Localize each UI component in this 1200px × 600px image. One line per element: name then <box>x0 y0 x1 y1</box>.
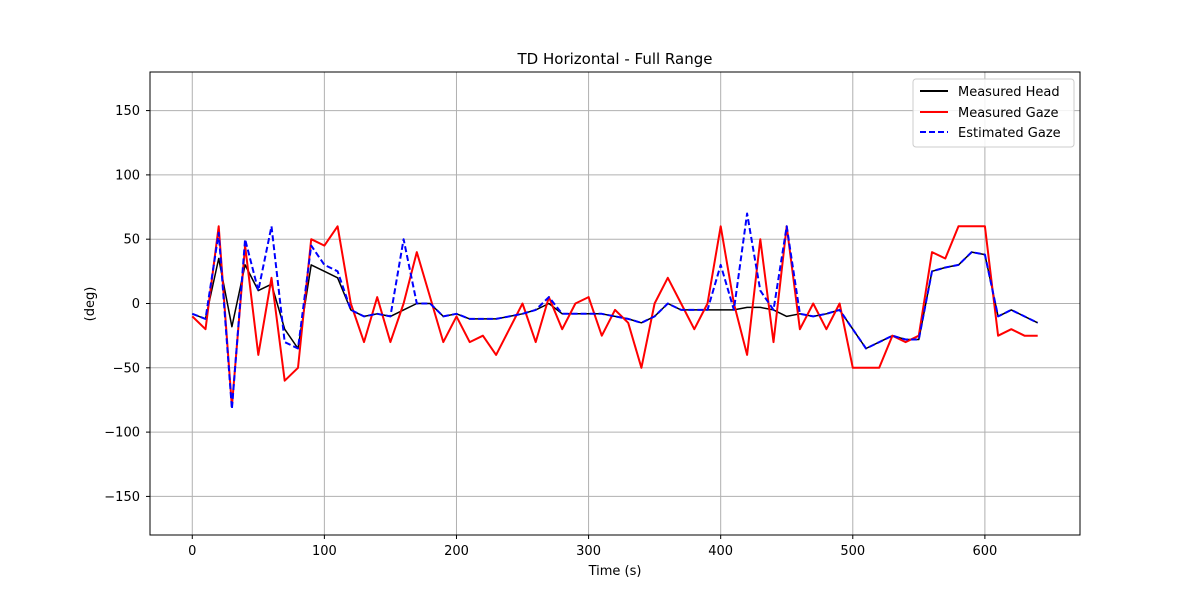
x-axis-title: Time (s) <box>588 564 642 579</box>
x-tick-label: 300 <box>576 544 601 559</box>
legend: Measured Head Measured Gaze Estimated Ga… <box>912 78 1075 148</box>
legend-label-measured-head: Measured Head <box>958 85 1060 100</box>
y-tick-label: 0 <box>132 297 140 312</box>
grid <box>150 72 1080 535</box>
y-tick-label: −150 <box>104 490 140 505</box>
y-tick-label: −50 <box>113 361 140 376</box>
x-tick-label: 100 <box>312 544 337 559</box>
legend-label-measured-gaze: Measured Gaze <box>958 106 1059 121</box>
x-tick-label: 500 <box>840 544 865 559</box>
x-tick-label: 600 <box>972 544 997 559</box>
legend-label-estimated-gaze: Estimated Gaze <box>958 126 1061 141</box>
series-layer <box>191 212 1039 410</box>
y-axis-title: (deg) <box>83 287 98 322</box>
x-tick-label: 0 <box>188 544 196 559</box>
x-tick-label: 400 <box>708 544 733 559</box>
y-tick-label: 150 <box>115 104 140 119</box>
y-tick-label: 50 <box>123 233 140 248</box>
y-tick-label: −100 <box>104 426 140 441</box>
legend-box <box>912 78 1075 148</box>
x-tick-label: 200 <box>444 544 469 559</box>
chart-title: TD Horizontal - Full Range <box>517 50 713 68</box>
ticks: 0 100 200 300 400 500 600 −150 −100 −50 0 50 100 150 <box>104 104 997 559</box>
series-line-estimated-gaze <box>191 212 1039 410</box>
y-tick-label: 100 <box>115 168 140 183</box>
